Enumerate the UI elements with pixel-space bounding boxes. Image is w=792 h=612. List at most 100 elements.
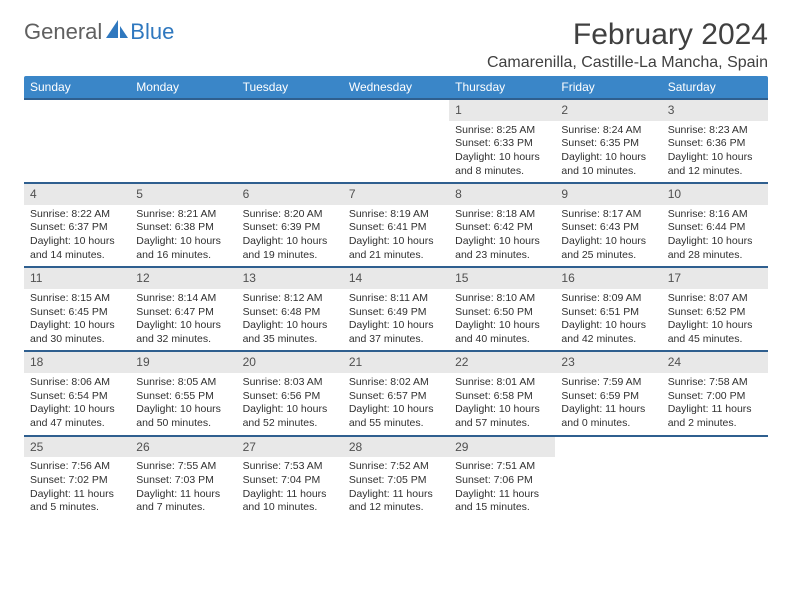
day-cell: 5Sunrise: 8:21 AMSunset: 6:38 PMDaylight… [130, 183, 236, 267]
day-cell: 8Sunrise: 8:18 AMSunset: 6:42 PMDaylight… [449, 183, 555, 267]
logo-sail-icon [104, 18, 130, 45]
day-cell: 16Sunrise: 8:09 AMSunset: 6:51 PMDayligh… [555, 267, 661, 351]
sunset-text: Sunset: 6:47 PM [136, 306, 230, 320]
day-body: Sunrise: 8:05 AMSunset: 6:55 PMDaylight:… [130, 373, 236, 435]
day-cell: 13Sunrise: 8:12 AMSunset: 6:48 PMDayligh… [237, 267, 343, 351]
day-body: Sunrise: 7:58 AMSunset: 7:00 PMDaylight:… [662, 373, 768, 435]
day-cell: 27Sunrise: 7:53 AMSunset: 7:04 PMDayligh… [237, 436, 343, 519]
sunrise-text: Sunrise: 8:10 AM [455, 292, 549, 306]
day-cell: 19Sunrise: 8:05 AMSunset: 6:55 PMDayligh… [130, 351, 236, 435]
daylight-text: Daylight: 11 hours and 10 minutes. [243, 488, 337, 515]
day-body: Sunrise: 7:52 AMSunset: 7:05 PMDaylight:… [343, 457, 449, 519]
sunrise-text: Sunrise: 8:06 AM [30, 376, 124, 390]
sunrise-text: Sunrise: 8:11 AM [349, 292, 443, 306]
day-cell: 29Sunrise: 7:51 AMSunset: 7:06 PMDayligh… [449, 436, 555, 519]
sunrise-text: Sunrise: 8:14 AM [136, 292, 230, 306]
week-row: 18Sunrise: 8:06 AMSunset: 6:54 PMDayligh… [24, 351, 768, 435]
day-cell: 7Sunrise: 8:19 AMSunset: 6:41 PMDaylight… [343, 183, 449, 267]
day-number: 21 [343, 352, 449, 373]
day-number: 12 [130, 268, 236, 289]
sunrise-text: Sunrise: 8:16 AM [668, 208, 762, 222]
day-number: 5 [130, 184, 236, 205]
sunset-text: Sunset: 6:37 PM [30, 221, 124, 235]
day-body: Sunrise: 8:09 AMSunset: 6:51 PMDaylight:… [555, 289, 661, 351]
sunrise-text: Sunrise: 8:23 AM [668, 124, 762, 138]
day-cell: 3Sunrise: 8:23 AMSunset: 6:36 PMDaylight… [662, 99, 768, 183]
day-body: Sunrise: 7:56 AMSunset: 7:02 PMDaylight:… [24, 457, 130, 519]
sunset-text: Sunset: 6:58 PM [455, 390, 549, 404]
day-cell: 12Sunrise: 8:14 AMSunset: 6:47 PMDayligh… [130, 267, 236, 351]
daylight-text: Daylight: 10 hours and 30 minutes. [30, 319, 124, 346]
day-number: 15 [449, 268, 555, 289]
day-number: 20 [237, 352, 343, 373]
day-cell: 26Sunrise: 7:55 AMSunset: 7:03 PMDayligh… [130, 436, 236, 519]
weekday-header: Saturday [662, 76, 768, 99]
day-number: 6 [237, 184, 343, 205]
daylight-text: Daylight: 11 hours and 5 minutes. [30, 488, 124, 515]
month-title: February 2024 [487, 18, 768, 52]
daylight-text: Daylight: 11 hours and 7 minutes. [136, 488, 230, 515]
day-cell: 25Sunrise: 7:56 AMSunset: 7:02 PMDayligh… [24, 436, 130, 519]
day-cell: 23Sunrise: 7:59 AMSunset: 6:59 PMDayligh… [555, 351, 661, 435]
day-cell: 22Sunrise: 8:01 AMSunset: 6:58 PMDayligh… [449, 351, 555, 435]
daylight-text: Daylight: 10 hours and 50 minutes. [136, 403, 230, 430]
sunset-text: Sunset: 6:38 PM [136, 221, 230, 235]
daylight-text: Daylight: 11 hours and 0 minutes. [561, 403, 655, 430]
day-body: Sunrise: 8:23 AMSunset: 6:36 PMDaylight:… [662, 121, 768, 183]
sunset-text: Sunset: 6:50 PM [455, 306, 549, 320]
day-body: Sunrise: 8:25 AMSunset: 6:33 PMDaylight:… [449, 121, 555, 183]
sunset-text: Sunset: 7:06 PM [455, 474, 549, 488]
sunrise-text: Sunrise: 8:12 AM [243, 292, 337, 306]
day-body: Sunrise: 7:55 AMSunset: 7:03 PMDaylight:… [130, 457, 236, 519]
day-body: Sunrise: 8:10 AMSunset: 6:50 PMDaylight:… [449, 289, 555, 351]
day-number: 22 [449, 352, 555, 373]
day-cell: 15Sunrise: 8:10 AMSunset: 6:50 PMDayligh… [449, 267, 555, 351]
day-body: Sunrise: 8:03 AMSunset: 6:56 PMDaylight:… [237, 373, 343, 435]
logo: General Blue [24, 18, 174, 45]
sunrise-text: Sunrise: 8:21 AM [136, 208, 230, 222]
day-number: 4 [24, 184, 130, 205]
day-cell [24, 99, 130, 183]
sunrise-text: Sunrise: 8:02 AM [349, 376, 443, 390]
day-cell: 24Sunrise: 7:58 AMSunset: 7:00 PMDayligh… [662, 351, 768, 435]
day-cell: 11Sunrise: 8:15 AMSunset: 6:45 PMDayligh… [24, 267, 130, 351]
week-row: 25Sunrise: 7:56 AMSunset: 7:02 PMDayligh… [24, 436, 768, 519]
daylight-text: Daylight: 10 hours and 10 minutes. [561, 151, 655, 178]
daylight-text: Daylight: 11 hours and 15 minutes. [455, 488, 549, 515]
day-number: 26 [130, 437, 236, 458]
sunset-text: Sunset: 7:02 PM [30, 474, 124, 488]
calendar-body: 1Sunrise: 8:25 AMSunset: 6:33 PMDaylight… [24, 99, 768, 519]
day-body: Sunrise: 8:18 AMSunset: 6:42 PMDaylight:… [449, 205, 555, 267]
day-cell: 21Sunrise: 8:02 AMSunset: 6:57 PMDayligh… [343, 351, 449, 435]
sunrise-text: Sunrise: 8:17 AM [561, 208, 655, 222]
week-row: 4Sunrise: 8:22 AMSunset: 6:37 PMDaylight… [24, 183, 768, 267]
sunrise-text: Sunrise: 7:59 AM [561, 376, 655, 390]
sunrise-text: Sunrise: 8:20 AM [243, 208, 337, 222]
logo-word2: Blue [130, 19, 174, 45]
weekday-header: Friday [555, 76, 661, 99]
day-cell: 10Sunrise: 8:16 AMSunset: 6:44 PMDayligh… [662, 183, 768, 267]
day-body: Sunrise: 8:01 AMSunset: 6:58 PMDaylight:… [449, 373, 555, 435]
daylight-text: Daylight: 10 hours and 23 minutes. [455, 235, 549, 262]
sunrise-text: Sunrise: 8:18 AM [455, 208, 549, 222]
daylight-text: Daylight: 10 hours and 55 minutes. [349, 403, 443, 430]
sunrise-text: Sunrise: 8:09 AM [561, 292, 655, 306]
daylight-text: Daylight: 10 hours and 47 minutes. [30, 403, 124, 430]
day-cell [343, 99, 449, 183]
sunrise-text: Sunrise: 8:07 AM [668, 292, 762, 306]
sunset-text: Sunset: 6:51 PM [561, 306, 655, 320]
day-number: 16 [555, 268, 661, 289]
day-cell: 14Sunrise: 8:11 AMSunset: 6:49 PMDayligh… [343, 267, 449, 351]
sunrise-text: Sunrise: 7:56 AM [30, 460, 124, 474]
daylight-text: Daylight: 10 hours and 37 minutes. [349, 319, 443, 346]
sunset-text: Sunset: 6:52 PM [668, 306, 762, 320]
sunset-text: Sunset: 6:44 PM [668, 221, 762, 235]
sunset-text: Sunset: 6:33 PM [455, 137, 549, 151]
sunset-text: Sunset: 6:56 PM [243, 390, 337, 404]
day-cell: 17Sunrise: 8:07 AMSunset: 6:52 PMDayligh… [662, 267, 768, 351]
sunset-text: Sunset: 7:03 PM [136, 474, 230, 488]
sunrise-text: Sunrise: 8:25 AM [455, 124, 549, 138]
day-number: 11 [24, 268, 130, 289]
day-number: 24 [662, 352, 768, 373]
calendar-table: SundayMondayTuesdayWednesdayThursdayFrid… [24, 76, 768, 519]
